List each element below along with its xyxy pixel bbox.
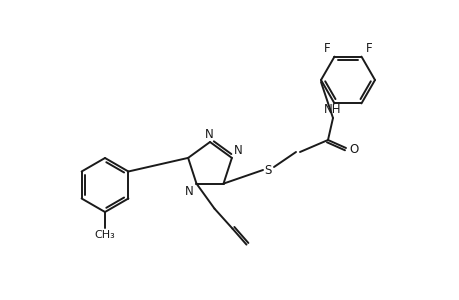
Text: N: N xyxy=(185,184,193,198)
Text: NH: NH xyxy=(324,103,341,116)
Text: N: N xyxy=(233,144,242,157)
Text: F: F xyxy=(323,42,330,55)
Text: N: N xyxy=(204,128,213,141)
Text: S: S xyxy=(264,164,271,176)
Text: CH₃: CH₃ xyxy=(95,230,115,240)
Text: F: F xyxy=(365,42,371,55)
Text: O: O xyxy=(348,142,358,155)
